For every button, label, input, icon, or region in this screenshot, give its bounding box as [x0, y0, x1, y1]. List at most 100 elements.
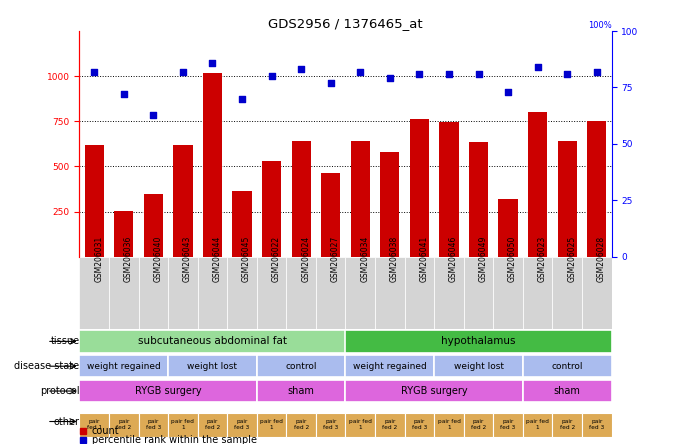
- Bar: [109, 257, 139, 329]
- Bar: [79, 330, 346, 353]
- Text: GSM206023: GSM206023: [538, 236, 547, 282]
- Text: tissue: tissue: [50, 337, 79, 346]
- Bar: [346, 257, 375, 329]
- Text: pair
fed 2: pair fed 2: [205, 419, 220, 430]
- Bar: [227, 257, 257, 329]
- Text: pair
fed 2: pair fed 2: [560, 419, 575, 430]
- Text: pair
fed 3: pair fed 3: [323, 419, 339, 430]
- Bar: [552, 257, 582, 329]
- Bar: [79, 413, 109, 436]
- Text: GSM206049: GSM206049: [478, 236, 488, 282]
- Text: pair
fed 3: pair fed 3: [589, 419, 605, 430]
- Bar: [523, 257, 552, 329]
- Text: GSM206025: GSM206025: [567, 236, 576, 282]
- Bar: [405, 257, 434, 329]
- Bar: [286, 413, 316, 436]
- Text: 100%: 100%: [588, 21, 612, 30]
- Point: [384, 75, 395, 82]
- Point: [325, 79, 337, 87]
- Bar: [168, 257, 198, 329]
- Text: pair
fed 2: pair fed 2: [382, 419, 397, 430]
- Bar: [139, 413, 168, 436]
- Bar: [552, 413, 582, 436]
- Text: GSM206036: GSM206036: [124, 236, 133, 282]
- Bar: [350, 141, 370, 257]
- Bar: [203, 73, 222, 257]
- Text: pair fed
1: pair fed 1: [437, 419, 460, 430]
- Bar: [139, 257, 168, 329]
- Bar: [316, 257, 346, 329]
- Bar: [257, 257, 286, 329]
- Text: pair
fed 2: pair fed 2: [294, 419, 309, 430]
- Bar: [232, 191, 252, 257]
- Bar: [493, 413, 523, 436]
- Bar: [114, 211, 133, 257]
- Text: weight regained: weight regained: [87, 362, 161, 371]
- Text: GSM206031: GSM206031: [94, 236, 103, 282]
- Bar: [523, 413, 552, 436]
- Bar: [286, 257, 316, 329]
- Text: GSM206041: GSM206041: [419, 236, 428, 282]
- Bar: [405, 413, 434, 436]
- Bar: [346, 413, 375, 436]
- Bar: [257, 413, 286, 436]
- Title: GDS2956 / 1376465_at: GDS2956 / 1376465_at: [268, 17, 423, 30]
- Text: protocol: protocol: [40, 386, 79, 396]
- Text: weight lost: weight lost: [187, 362, 238, 371]
- Bar: [582, 413, 612, 436]
- Bar: [84, 145, 104, 257]
- Bar: [316, 413, 346, 436]
- Text: sham: sham: [287, 386, 314, 396]
- Point: [266, 73, 277, 80]
- Point: [444, 71, 455, 78]
- Point: [354, 68, 366, 75]
- Text: control: control: [551, 362, 583, 371]
- Bar: [469, 142, 488, 257]
- Text: pair fed
1: pair fed 1: [349, 419, 372, 430]
- Text: count: count: [91, 426, 119, 436]
- Bar: [173, 145, 193, 257]
- Text: GSM206046: GSM206046: [449, 236, 458, 282]
- Point: [414, 71, 425, 78]
- Text: sham: sham: [553, 386, 580, 396]
- Text: pair
fed 2: pair fed 2: [116, 419, 131, 430]
- Bar: [582, 257, 612, 329]
- Text: pair
fed 1: pair fed 1: [86, 419, 102, 430]
- Point: [207, 59, 218, 66]
- Text: GSM206038: GSM206038: [390, 236, 399, 282]
- Point: [562, 71, 573, 78]
- Text: GSM206028: GSM206028: [597, 236, 606, 282]
- Text: pair
fed 3: pair fed 3: [234, 419, 249, 430]
- Bar: [498, 199, 518, 257]
- Bar: [434, 355, 523, 377]
- Bar: [523, 380, 612, 402]
- Bar: [168, 355, 257, 377]
- Bar: [410, 119, 429, 257]
- Point: [178, 68, 189, 75]
- Text: GSM206050: GSM206050: [508, 236, 517, 282]
- Text: pair fed
1: pair fed 1: [171, 419, 194, 430]
- Text: other: other: [53, 416, 79, 427]
- Text: GSM206044: GSM206044: [212, 236, 222, 282]
- Point: [88, 68, 100, 75]
- Bar: [346, 355, 434, 377]
- Point: [296, 66, 307, 73]
- Bar: [79, 257, 109, 329]
- Bar: [257, 355, 346, 377]
- Bar: [380, 152, 399, 257]
- Text: GSM206040: GSM206040: [153, 236, 162, 282]
- Text: disease state: disease state: [15, 361, 79, 371]
- Text: control: control: [285, 362, 317, 371]
- Text: GSM206034: GSM206034: [360, 236, 369, 282]
- Bar: [439, 122, 459, 257]
- Text: GSM206043: GSM206043: [183, 236, 192, 282]
- Text: weight regained: weight regained: [353, 362, 427, 371]
- Point: [236, 95, 247, 102]
- Point: [148, 111, 159, 118]
- Bar: [558, 141, 577, 257]
- Bar: [464, 413, 493, 436]
- Bar: [168, 413, 198, 436]
- Text: GSM206027: GSM206027: [331, 236, 340, 282]
- Bar: [346, 380, 523, 402]
- Text: subcutaneous abdominal fat: subcutaneous abdominal fat: [138, 337, 287, 346]
